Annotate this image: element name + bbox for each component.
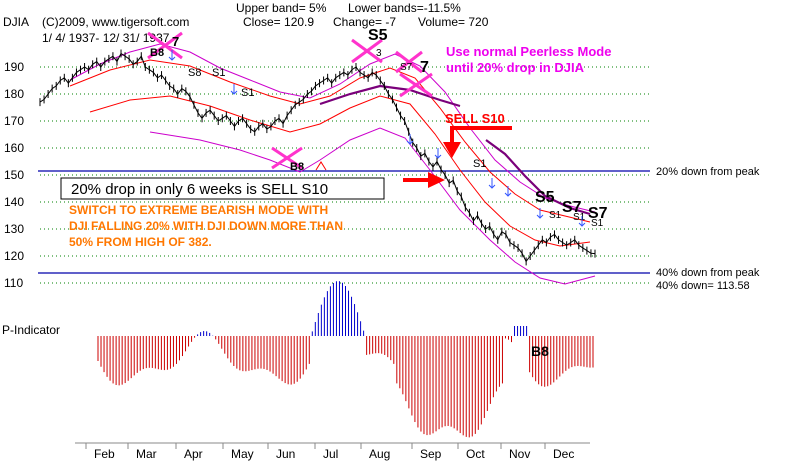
sell-s10-box-text: 20% drop in only 6 weeks is SELL S10: [71, 181, 328, 198]
red-right-arrow-head: [428, 172, 445, 188]
signal-s7-dec2: S7: [588, 205, 608, 222]
blue-arrows: [168, 50, 586, 227]
signal-s7-a: 7: [420, 59, 429, 76]
header-site: (C)2009, www.tigersoft.com: [42, 15, 189, 29]
month-label-jul: Jul: [323, 447, 338, 461]
signal-s1-d3: S1: [591, 218, 604, 229]
sell-s10-arrow-head: [443, 142, 461, 158]
header-date-range: 1/ 4/ 1937- 12/ 31/ 1937: [42, 31, 170, 45]
header-symbol: DJIA: [3, 15, 29, 29]
signal-s1-may: S1: [241, 87, 254, 99]
moving-average-upper: [69, 59, 591, 223]
month-label-dec: Dec: [553, 447, 574, 461]
y-tick-140: 140: [4, 195, 24, 209]
month-label-may: May: [231, 447, 254, 461]
month-label-jun: Jun: [276, 447, 295, 461]
red-up-arrow-jun: [315, 161, 327, 171]
month-label-oct: Oct: [466, 447, 485, 461]
signal-b8-mar: B8: [150, 47, 164, 59]
p-indicator-bars: [97, 281, 594, 438]
signal-s7-dec1: S7: [562, 199, 582, 216]
y-tick-190: 190: [4, 60, 24, 74]
signal-s7-mar: 7: [172, 34, 179, 49]
y-tick-160: 160: [4, 141, 24, 155]
month-label-feb: Feb: [94, 447, 115, 461]
cross-mark-aug3: [399, 72, 433, 98]
cross-mark-aug: [351, 38, 383, 64]
signal-s1-sep: S1: [473, 158, 486, 170]
y-tick-150: 150: [4, 168, 24, 182]
header-change: Change= -7: [333, 15, 396, 29]
y-tick-180: 180: [4, 87, 24, 101]
signal-s1-d2: S1: [573, 212, 586, 223]
price-line: [39, 52, 596, 263]
month-label-sep: Sep: [420, 447, 442, 461]
y-tick-110: 110: [4, 276, 23, 290]
bearish-note-line2: DJI FALLING 20% WITH DJI DOWN MORE THAN: [69, 219, 343, 233]
down-40-label: 40% down from peak: [656, 267, 760, 279]
signal-s8-apr: S8: [188, 67, 201, 79]
long-moving-average: [319, 84, 461, 108]
header-lower-bands: Lower bands=-11.5%: [348, 1, 461, 15]
bearish-note-line3: 50% FROM HIGH OF 382.: [69, 235, 212, 249]
peerless-note-line1: Use normal Peerless Mode: [446, 44, 611, 59]
price-grid: [40, 66, 650, 284]
cross-mark-mar: [147, 31, 183, 60]
month-label-aug: Aug: [369, 447, 390, 461]
y-tick-120: 120: [4, 249, 24, 263]
peerless-note-line2: until 20% drop in DJIA: [446, 60, 585, 75]
cross-mark-jun: [271, 146, 303, 170]
header-volume: Volume= 720: [418, 15, 489, 29]
bearish-note-line1: SWITCH TO EXTREME BEARISH MODE WITH: [69, 203, 328, 217]
month-axis: Feb Mar Apr May Jun Jul Aug Sep Oct Nov Dec: [85, 443, 574, 461]
month-label-mar: Mar: [136, 447, 157, 461]
y-tick-170: 170: [4, 114, 24, 128]
p-indicator-label: P-Indicator: [2, 323, 60, 337]
y-tick-130: 130: [4, 222, 24, 236]
long-moving-average-late: [485, 139, 591, 216]
month-label-apr: Apr: [184, 447, 203, 461]
header-upper-band: Upper band= 5%: [236, 1, 327, 15]
sell-s10-box: [60, 177, 385, 200]
signal-b8-jun: B8: [290, 161, 304, 173]
cross-mark-aug2: [395, 50, 423, 74]
month-label-nov: Nov: [509, 447, 530, 461]
down-40-value: 40% down= 113.58: [656, 280, 750, 292]
sell-s10-arrow: [450, 126, 512, 146]
signal-b8-nov: B8: [531, 343, 549, 359]
signal-s5-small: 3: [376, 48, 382, 59]
down-20-label: 20% down from peak: [656, 166, 760, 178]
y-axis-labels: 110 120 130 140 150 160 170 180 190: [4, 60, 24, 290]
signal-s5-dec: S5: [535, 189, 555, 206]
signal-s1-apr: S1: [212, 67, 225, 79]
header-close: Close= 120.9: [243, 15, 314, 29]
sell-s10-label: SELL S10: [445, 111, 505, 126]
lower-band-line: [149, 127, 596, 285]
signal-s1-d1: S1: [549, 210, 562, 221]
signal-s5-top: S5: [368, 27, 388, 44]
signal-s7-b: S7: [400, 62, 413, 73]
price-series: [39, 49, 596, 266]
moving-average-lower: [89, 95, 591, 247]
